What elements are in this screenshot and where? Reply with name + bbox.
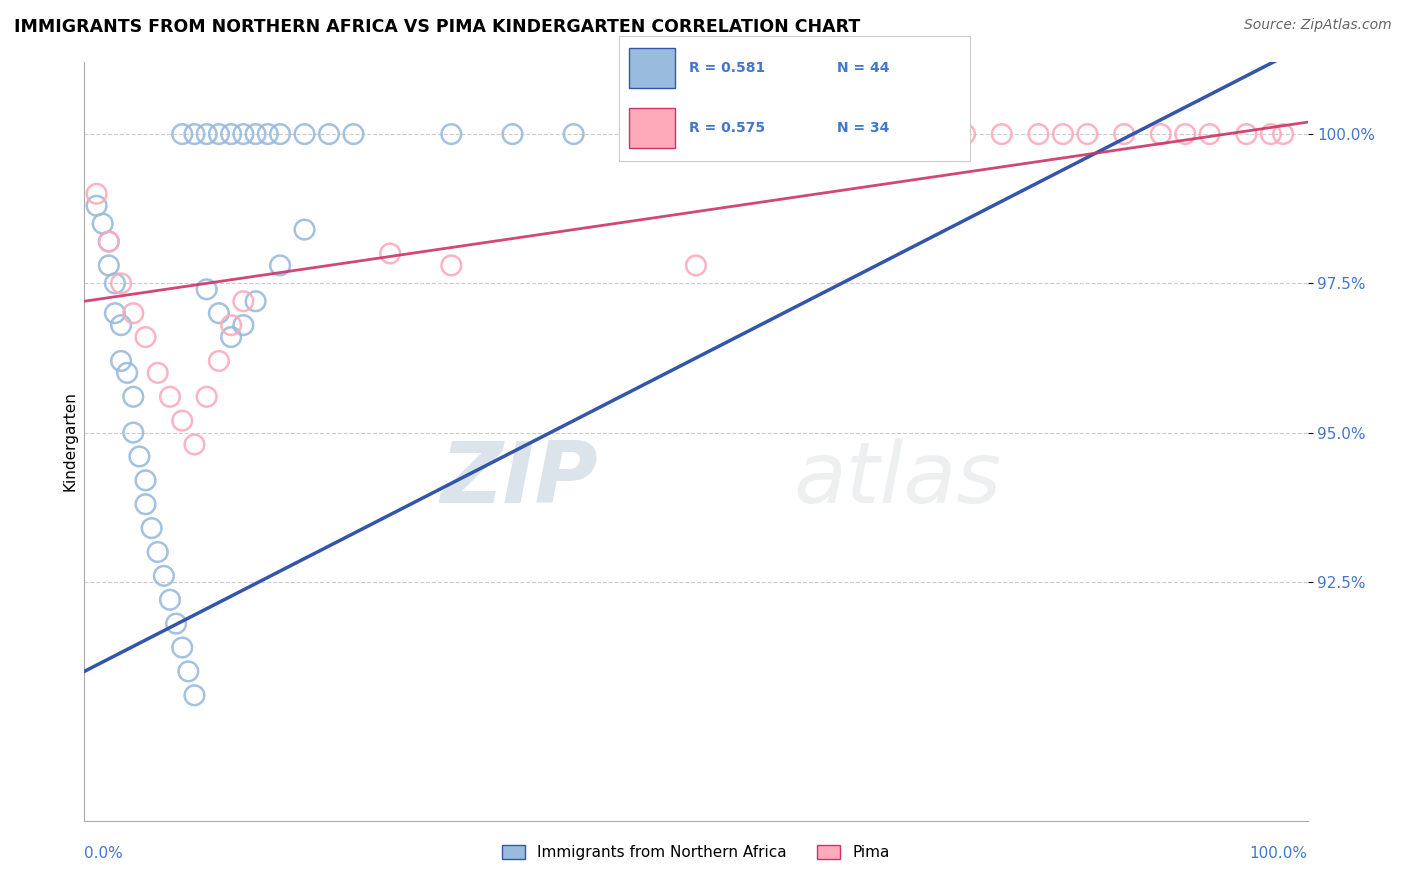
Point [440,259,463,273]
Point [110,318,132,332]
Point [562,127,585,141]
Text: 0.0%: 0.0% [84,846,124,861]
Text: ZIP: ZIP [440,438,598,521]
Point [208,306,231,320]
Y-axis label: Kindergarten: Kindergarten [62,392,77,491]
Point [172,414,194,428]
Point [110,277,132,291]
Point [844,127,866,141]
Point [195,390,218,404]
Point [1052,127,1074,141]
Text: N = 34: N = 34 [837,121,889,135]
Text: atlas: atlas [794,438,1002,521]
Point [953,127,976,141]
Point [502,127,524,141]
Point [747,127,769,141]
Point [232,127,254,141]
Point [1272,127,1295,141]
Point [172,640,194,655]
Point [183,688,205,702]
Text: N = 44: N = 44 [837,62,889,75]
Text: 100.0%: 100.0% [1250,846,1308,861]
Point [1150,127,1173,141]
Point [97,259,120,273]
Point [86,199,108,213]
Point [122,306,145,320]
Point [294,222,316,236]
Point [294,127,316,141]
Point [929,127,952,141]
Point [1198,127,1220,141]
Legend: Immigrants from Northern Africa, Pima: Immigrants from Northern Africa, Pima [496,838,896,866]
Point [183,437,205,451]
Point [219,127,242,141]
Point [97,235,120,249]
Point [991,127,1014,141]
Point [172,127,194,141]
Point [869,127,891,141]
Point [257,127,280,141]
Point [159,390,181,404]
Point [195,127,218,141]
Bar [630,108,675,148]
Text: R = 0.581: R = 0.581 [689,62,765,75]
Point [183,127,205,141]
Point [122,425,145,440]
Point [807,127,830,141]
Point [245,127,267,141]
Point [135,497,157,511]
Point [1076,127,1098,141]
Point [1236,127,1258,141]
Point [219,330,242,344]
Point [269,259,291,273]
Point [104,277,127,291]
Point [86,186,108,201]
Point [159,592,181,607]
Point [232,294,254,309]
Point [141,521,163,535]
Point [104,306,127,320]
Point [1174,127,1197,141]
Point [122,390,145,404]
Point [1028,127,1050,141]
Point [195,282,218,296]
Point [232,318,254,332]
Point [219,318,242,332]
Point [128,450,150,464]
Point [91,217,114,231]
Point [97,235,120,249]
Point [342,127,364,141]
Point [153,569,176,583]
Point [208,354,231,368]
Point [269,127,291,141]
Point [318,127,340,141]
Point [135,330,157,344]
Point [146,366,169,380]
Point [208,127,231,141]
Point [245,294,267,309]
Bar [630,48,675,88]
Text: IMMIGRANTS FROM NORTHERN AFRICA VS PIMA KINDERGARTEN CORRELATION CHART: IMMIGRANTS FROM NORTHERN AFRICA VS PIMA … [14,18,860,36]
Point [1114,127,1136,141]
Point [177,665,200,679]
Text: R = 0.575: R = 0.575 [689,121,765,135]
Point [146,545,169,559]
Point [115,366,138,380]
Point [380,246,402,260]
Point [905,127,928,141]
Point [440,127,463,141]
Point [165,616,187,631]
Point [1260,127,1282,141]
Point [110,354,132,368]
Point [685,259,707,273]
Point [135,474,157,488]
Text: Source: ZipAtlas.com: Source: ZipAtlas.com [1244,18,1392,32]
